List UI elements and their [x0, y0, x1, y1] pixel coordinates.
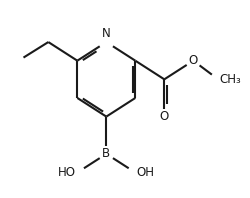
- Text: B: B: [102, 147, 110, 160]
- Text: O: O: [189, 54, 198, 67]
- Text: OH: OH: [136, 166, 154, 179]
- Text: CH₃: CH₃: [220, 73, 242, 86]
- Text: N: N: [102, 27, 111, 40]
- Text: O: O: [160, 110, 169, 123]
- Text: HO: HO: [58, 166, 76, 179]
